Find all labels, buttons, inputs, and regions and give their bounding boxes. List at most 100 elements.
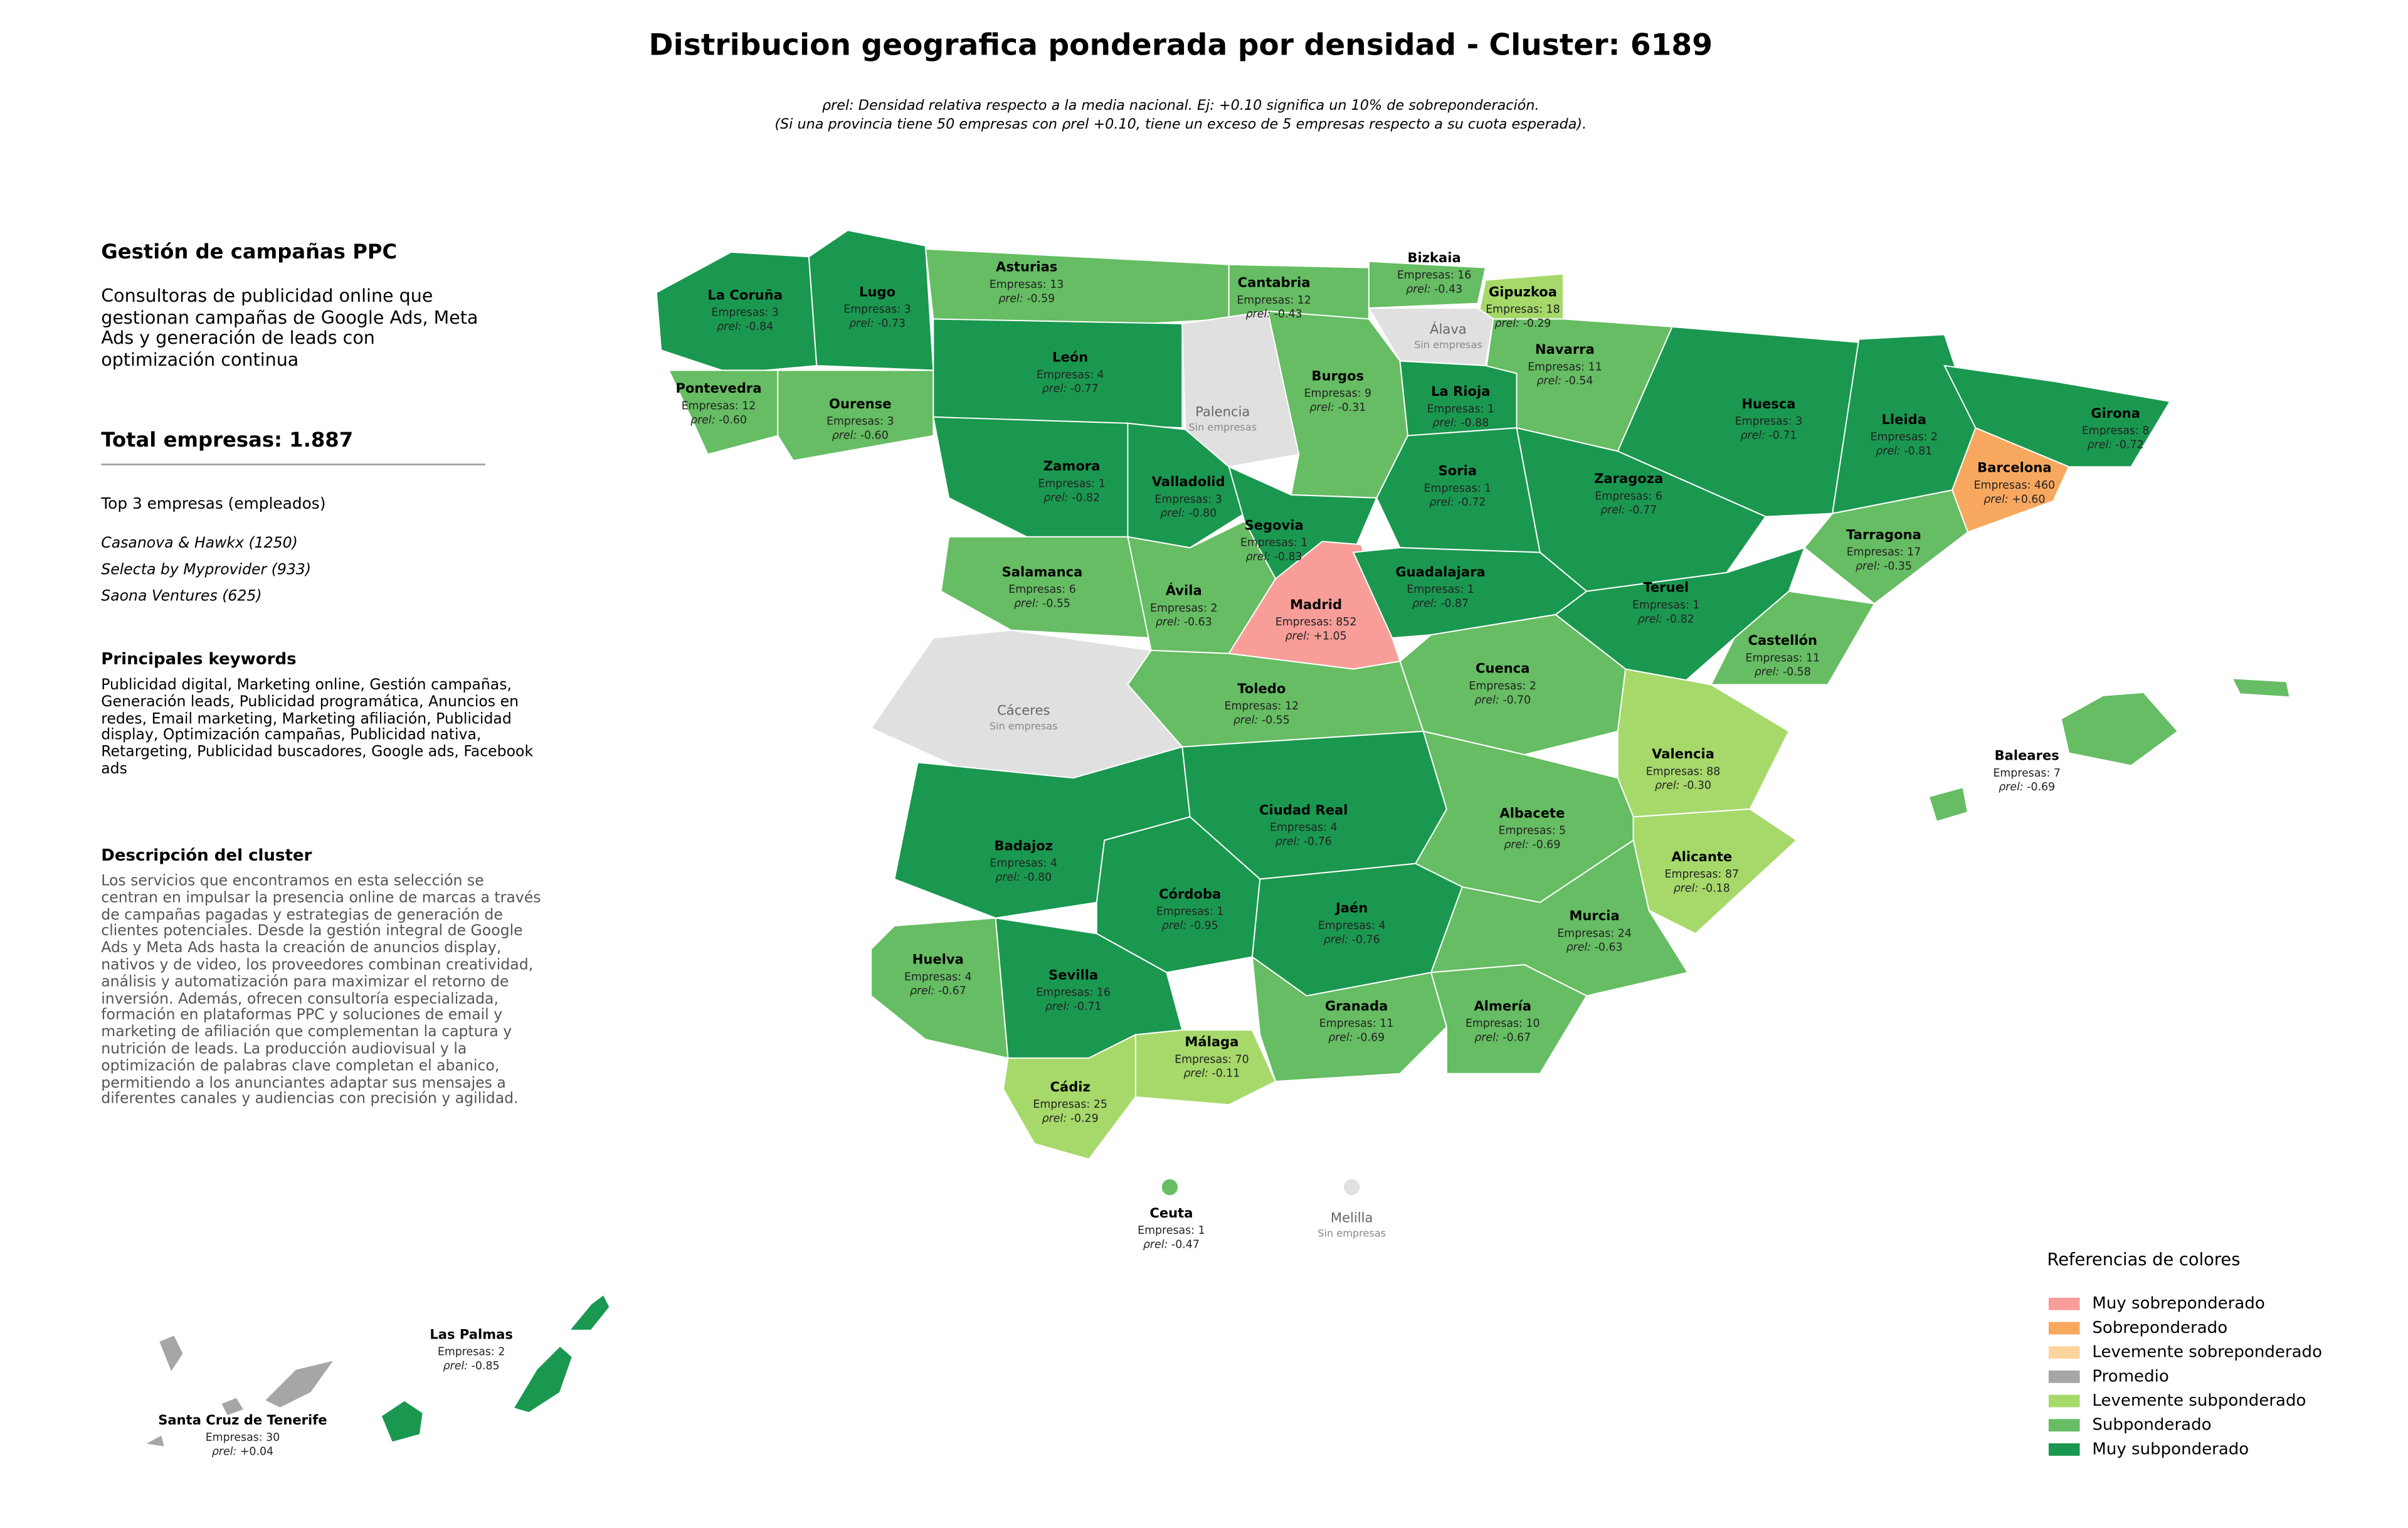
rho-label: ρrel:	[832, 430, 857, 442]
province	[1399, 360, 1518, 437]
province-count: Empresas: 17	[1847, 546, 1921, 559]
rho-value: -0.60	[719, 414, 747, 427]
count-label: Empresas:	[1224, 700, 1281, 713]
province-count: Empresas: 2	[1871, 431, 1938, 443]
province-name: Jaén	[1334, 900, 1368, 916]
count-value: 1	[1467, 583, 1474, 596]
province-part	[568, 1293, 611, 1331]
count-label: Empresas:	[1240, 537, 1297, 549]
rho-label: ρrel:	[1246, 551, 1271, 563]
rho-value: -0.47	[1171, 1238, 1200, 1251]
province-count: Empresas: 18	[1486, 304, 1560, 316]
divider	[101, 464, 485, 465]
count-value: 1	[1198, 1224, 1205, 1237]
province-count: Empresas: 70	[1175, 1053, 1249, 1066]
province	[1951, 427, 2070, 533]
province-name: Ceuta	[1149, 1205, 1193, 1221]
province-rho: ρrel: -0.76	[1324, 933, 1380, 946]
count-label: Empresas:	[990, 857, 1047, 870]
province-name: Gipuzkoa	[1489, 284, 1557, 299]
rho-value: -0.84	[745, 321, 773, 333]
rho-value: -0.87	[1440, 597, 1469, 610]
rho-label: ρrel:	[1740, 430, 1765, 442]
rho-label: ρrel:	[1324, 933, 1349, 946]
rho-value: -0.82	[1072, 492, 1100, 504]
province-rho: ρrel: -0.60	[832, 430, 889, 442]
province-name: Zaragoza	[1594, 470, 1663, 486]
rho-value: +0.60	[2012, 493, 2045, 506]
province-count: Empresas: 4	[1270, 822, 1337, 834]
province	[777, 369, 934, 462]
rho-label: ρrel:	[1600, 504, 1625, 517]
province-name: Albacete	[1499, 805, 1565, 820]
legend-swatch	[2048, 1346, 2080, 1359]
rho-label: ρrel:	[1432, 417, 1457, 430]
province-name: Santa Cruz de Tenerife	[158, 1412, 327, 1428]
count-label: Empresas:	[1154, 493, 1212, 506]
count-value: 1	[1487, 403, 1494, 415]
count-label: Empresas:	[1745, 652, 1802, 664]
rho-value: -0.88	[1460, 417, 1489, 430]
province-rho: ρrel: -0.55	[1014, 597, 1070, 610]
rho-label: ρrel:	[998, 292, 1023, 305]
province-name: Alicante	[1671, 849, 1732, 864]
province-count: Empresas: 1	[1138, 1224, 1205, 1237]
count-label: Empresas:	[438, 1346, 495, 1359]
count-label: Empresas:	[1275, 616, 1333, 629]
provinces	[142, 230, 2291, 1448]
rho-label: ρrel:	[1143, 1238, 1168, 1251]
province-rho: ρrel: -0.67	[1474, 1032, 1531, 1044]
province-name: Huelva	[912, 952, 964, 967]
province-name: Sevilla	[1048, 967, 1098, 982]
province-name: Teruel	[1643, 580, 1689, 595]
rho-value: -0.35	[1884, 560, 1912, 573]
province-count: Empresas: 1	[1632, 599, 1699, 612]
count-label: Empresas:	[1595, 490, 1652, 502]
count-label: Empresas:	[1465, 1017, 1523, 1030]
rho-value: -0.60	[860, 430, 889, 442]
province-count: Empresas: 10	[1465, 1017, 1540, 1030]
count-label: Empresas:	[1156, 906, 1213, 918]
rho-value: -0.76	[1304, 836, 1332, 848]
top-item: Casanova & Hawkx (1250)	[101, 535, 298, 553]
count-value: 4	[965, 971, 972, 984]
province-count: Empresas: 2	[438, 1346, 505, 1359]
rho-label: ρrel:	[849, 317, 874, 330]
rho-value: -0.71	[1769, 430, 1797, 442]
province-count: Empresas: 1	[1038, 477, 1106, 490]
count-value: 7	[2054, 767, 2061, 780]
province	[512, 1345, 574, 1414]
province	[924, 248, 1230, 327]
count-value: 2	[498, 1346, 505, 1359]
count-label: Empresas:	[1319, 1017, 1376, 1030]
count-value: 4	[1050, 857, 1057, 870]
rho-label: ρrel:	[1412, 597, 1437, 610]
province-rho: ρrel: -0.72	[1429, 496, 1486, 509]
province-rho: ρrel: -0.55	[1233, 714, 1290, 727]
count-value: 6	[1069, 583, 1076, 596]
province-rho: ρrel: -0.70	[1474, 694, 1531, 706]
province-count: Empresas: 13	[990, 279, 1064, 291]
province-name: Valladolid	[1152, 474, 1225, 489]
rho-label: ρrel:	[1638, 613, 1663, 625]
province-count: Empresas: 4	[1318, 920, 1386, 932]
count-value: 12	[1285, 700, 1299, 713]
rho-value: -0.63	[1595, 942, 1623, 954]
rho-value: -0.81	[1904, 445, 1932, 457]
province	[1002, 1033, 1136, 1160]
rho-label: ρrel:	[910, 985, 935, 997]
province-name: Valencia	[1652, 746, 1714, 761]
count-label: Empresas:	[682, 400, 739, 412]
rho-label: ρrel:	[690, 414, 716, 427]
count-label: Empresas:	[2082, 425, 2139, 437]
rho-label: ρrel:	[1856, 560, 1881, 573]
rho-value: -0.59	[1027, 292, 1055, 305]
province	[1803, 489, 1969, 605]
province-part	[1928, 786, 1969, 822]
count-value: 11	[1806, 652, 1820, 664]
rho-value: -0.18	[1702, 882, 1730, 894]
count-label: Empresas:	[826, 415, 884, 428]
province-part	[142, 1433, 166, 1448]
